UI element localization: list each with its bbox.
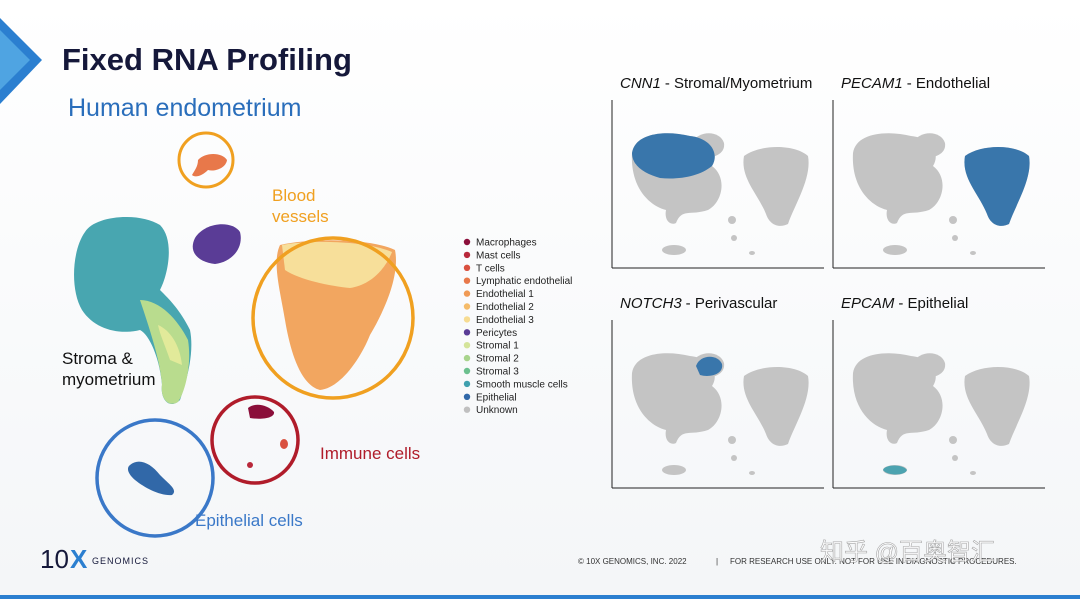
legend-swatch	[463, 406, 471, 413]
corner-decoration	[0, 30, 30, 90]
panel-description: - Stromal/Myometrium	[665, 75, 813, 92]
panel-title: NOTCH3- Perivascular	[620, 295, 777, 312]
cluster-pericytes	[192, 224, 241, 264]
expression-highlight	[632, 133, 715, 179]
logo-text: 10	[40, 544, 69, 574]
cluster-t-cells	[280, 439, 288, 449]
umap-feature	[631, 133, 809, 255]
cluster-label: Epithelial cells	[195, 511, 303, 530]
cluster-epithelial	[127, 461, 175, 496]
highlight-circle	[177, 131, 235, 189]
copyright: © 10X GENOMICS, INC. 2022	[578, 557, 687, 566]
legend-label: Stromal 1	[476, 341, 519, 352]
legend-label: Stromal 3	[476, 367, 519, 378]
legend-label: Endothelial 1	[476, 289, 534, 300]
legend-label: Smooth muscle cells	[476, 379, 568, 390]
umap-feature	[852, 353, 1030, 475]
cluster-label: myometrium	[62, 370, 156, 389]
expression-highlight	[696, 356, 723, 376]
legend-swatch	[463, 277, 471, 284]
watermark: 知乎 @百奥智汇	[820, 539, 995, 566]
gene-name: PECAM1	[841, 75, 903, 92]
legend-swatch	[463, 251, 471, 259]
panel-description: - Perivascular	[686, 295, 778, 312]
legend-label: Stromal 2	[476, 354, 519, 365]
legend-label: Unknown	[476, 405, 518, 416]
legend-swatch	[463, 354, 471, 362]
legend-swatch	[463, 303, 471, 310]
legend-swatch	[463, 316, 471, 323]
panel-title: PECAM1- Endothelial	[841, 75, 990, 92]
legend-swatch	[463, 238, 471, 246]
cluster-label: vessels	[272, 207, 329, 226]
cluster-label: Blood	[272, 186, 315, 205]
gene-name: EPCAM	[841, 295, 895, 312]
legend-label: Endothelial 3	[476, 315, 534, 326]
panel-description: - Epithelial	[898, 295, 968, 312]
legend-swatch	[463, 380, 471, 388]
legend-swatch	[463, 367, 471, 375]
disclaimer: FOR RESEARCH USE ONLY. NOT FOR USE IN DI…	[730, 557, 1017, 566]
cluster-stromal	[140, 300, 190, 404]
legend-label: Macrophages	[476, 238, 537, 249]
legend-label: Mast cells	[476, 250, 520, 261]
legend-label: Epithelial	[476, 392, 517, 403]
highlight-circle	[210, 395, 300, 485]
cluster-mast-cells	[247, 462, 253, 468]
cluster-endothelial-3	[282, 241, 392, 288]
subtitle: Human endometrium	[68, 94, 301, 122]
panel-title: EPCAM - Epithelial	[841, 295, 968, 312]
panel-description: - Endothelial	[907, 75, 990, 92]
highlight-circle	[95, 418, 215, 538]
logo-text: GENOMICS	[92, 556, 149, 566]
highlight-circle	[251, 236, 415, 400]
cluster-macrophages	[248, 404, 275, 419]
cluster-stromal-1	[158, 325, 182, 365]
legend-label: T cells	[476, 263, 505, 274]
legend-swatch	[463, 329, 471, 336]
legend-label: Lymphatic endothelial	[476, 276, 572, 287]
legend-swatch	[463, 393, 471, 400]
umap-plot	[74, 131, 415, 538]
cluster-label: Immune cells	[320, 444, 420, 463]
gene-name: NOTCH3	[620, 295, 682, 312]
expression-highlight	[883, 465, 907, 475]
expression-highlight	[964, 147, 1030, 226]
logo-x: X	[70, 544, 88, 574]
cluster-label: Stroma &	[62, 349, 134, 368]
legend-swatch	[463, 290, 471, 297]
legend-swatch	[463, 342, 471, 349]
slide-title: Fixed RNA Profiling	[62, 42, 352, 77]
feature-panels: CNN1- Stromal/Myometrium PECAM1- Endothel…	[611, 75, 1045, 489]
legend-swatch	[463, 264, 471, 271]
legend-label: Endothelial 2	[476, 302, 534, 313]
separator: |	[716, 557, 718, 566]
gene-name: CNN1	[620, 75, 661, 92]
umap-feature	[631, 353, 809, 475]
panel-title: CNN1- Stromal/Myometrium	[620, 75, 812, 92]
legend-label: Pericytes	[476, 328, 517, 339]
umap-feature	[852, 133, 1030, 255]
bottom-bar	[0, 595, 1080, 599]
cluster-lymphatic	[192, 154, 227, 177]
